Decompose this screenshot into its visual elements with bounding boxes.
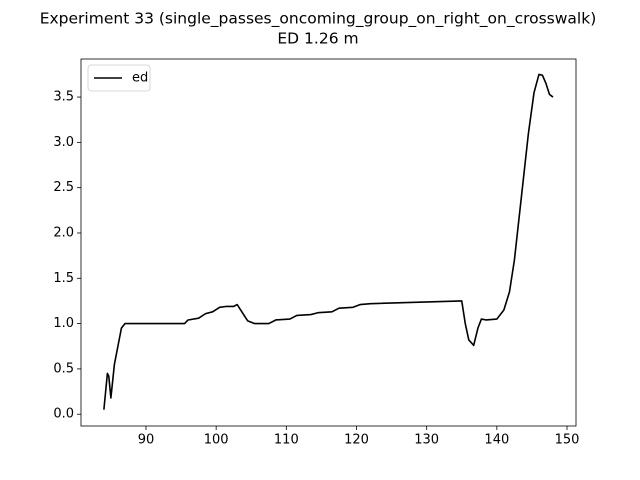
x-tick-label: 90 xyxy=(138,433,155,448)
x-tick-label: 140 xyxy=(484,433,509,448)
y-tick-label: 2.5 xyxy=(53,180,74,195)
y-tick-label: 3.0 xyxy=(53,135,74,150)
x-tick-label: 130 xyxy=(414,433,439,448)
y-tick-label: 1.0 xyxy=(53,316,74,331)
data-line xyxy=(103,73,554,410)
y-tick-label: 3.5 xyxy=(53,90,74,105)
chart-subtitle: ED 1.26 m xyxy=(277,30,358,48)
x-tick-label: 150 xyxy=(555,433,580,448)
x-tick-label: 120 xyxy=(344,433,369,448)
y-tick-label: 1.5 xyxy=(53,271,74,286)
y-tick-label: 2.0 xyxy=(53,225,74,240)
x-tick-label: 100 xyxy=(204,433,229,448)
chart-title: Experiment 33 (single_passes_oncoming_gr… xyxy=(40,10,597,29)
x-tick-label: 110 xyxy=(274,433,299,448)
axes-frame xyxy=(80,58,577,427)
y-tick-label: 0.0 xyxy=(53,407,74,422)
y-tick-label: 0.5 xyxy=(53,361,74,376)
legend-label: ed xyxy=(132,71,148,86)
